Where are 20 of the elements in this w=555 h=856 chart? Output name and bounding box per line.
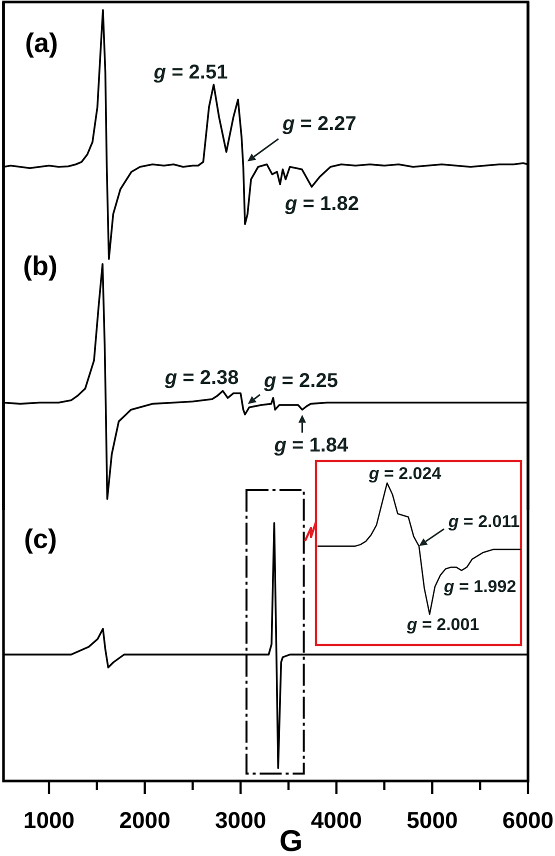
chart-title: (c) [24, 524, 57, 554]
annotation: g = 2.001 [406, 615, 480, 634]
text: (a) [25, 28, 58, 58]
annotation: g = 2.51 [152, 62, 228, 84]
annotation: g = 2.011 [447, 512, 520, 531]
x-tick-label: 3000 [215, 807, 266, 833]
x-tick-label: 2000 [119, 807, 170, 833]
x-tick-label: 6000 [502, 807, 554, 833]
x-tick-label: 4000 [310, 807, 362, 833]
annotation: g = 2.38 [164, 366, 239, 389]
annotation: g = 2.25 [263, 370, 338, 392]
annotation: g = 2.27 [281, 112, 356, 135]
x-axis-title: G [279, 825, 303, 856]
chart-title: (b) [23, 251, 58, 281]
x-tick-label: 1000 [23, 807, 75, 833]
x-tick-label: 5000 [406, 807, 458, 833]
annotation: g = 1.82 [284, 192, 359, 215]
annotation: g = 2.024 [368, 464, 442, 483]
annotation: g = 1.992 [442, 577, 516, 596]
annotation: g = 1.84 [273, 434, 350, 457]
